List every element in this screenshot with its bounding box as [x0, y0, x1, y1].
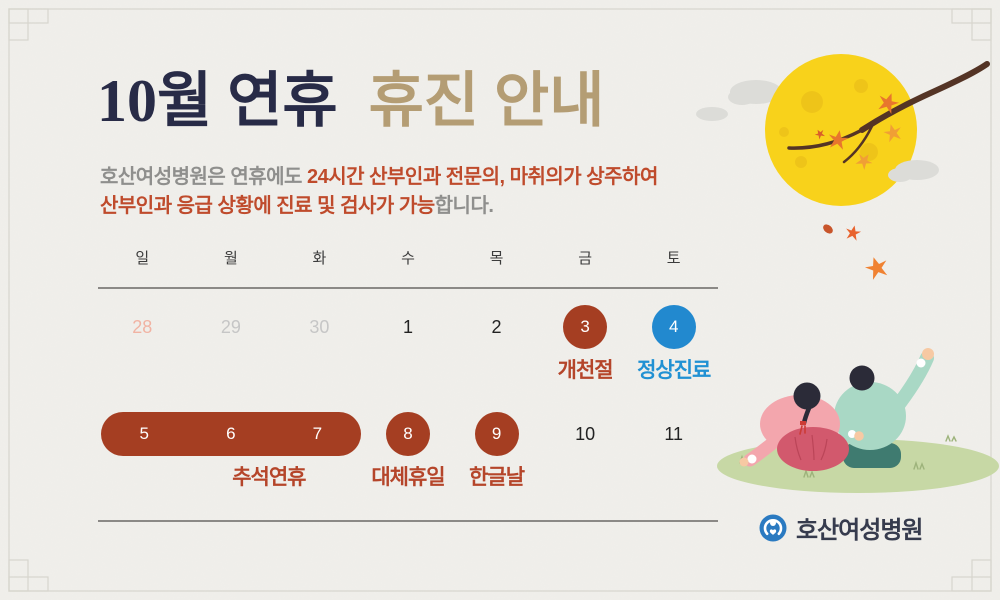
- weekday-sat: 토: [666, 250, 681, 267]
- calendar-day-1: 1: [402, 317, 413, 337]
- calendar-day-8-holiday: 8 대체휴일: [364, 412, 453, 489]
- corner-ornament: [8, 8, 49, 41]
- hospital-logo: 호산여성병원: [759, 510, 923, 545]
- subtitle-line2: 산부인과 응급 상황에 진료 및 검사가 가능합니다.: [100, 195, 494, 217]
- frame-border: [8, 8, 992, 592]
- calendar-day-6: 6: [226, 424, 236, 443]
- maple-leaf-icon: [813, 89, 904, 281]
- calendar-top-divider: [98, 287, 718, 289]
- cloud-icon: [696, 107, 728, 121]
- calendar-day-30: 30: [309, 317, 330, 337]
- holiday-circle: 9: [474, 412, 519, 456]
- calendar: 일 월 화 수 목 금 토 28 29 30 1 2 3 개천절 4 정상진료 …: [98, 244, 718, 522]
- cloud-icon: [728, 89, 756, 105]
- moon-illustration: [696, 54, 990, 281]
- calendar-day-11: 11: [664, 424, 684, 444]
- weekday-mon: 월: [223, 250, 238, 267]
- hospital-logo-icon: [759, 514, 787, 541]
- calendar-day-29: 29: [220, 317, 241, 337]
- calendar-day-5: 5: [139, 424, 150, 443]
- weekday-header: 일 월 화 수 목 금 토: [98, 244, 718, 274]
- maple-branch-illustration: [787, 61, 990, 164]
- holiday-label: 개천절: [557, 359, 614, 382]
- open-label: 정상진료: [637, 359, 711, 382]
- hospital-name: 호산여성병원: [796, 517, 923, 544]
- weekday-sun: 일: [135, 250, 150, 267]
- holiday-circle: 8: [385, 412, 430, 456]
- subtitle: 호산여성병원은 연휴에도 24시간 산부인과 전문의, 마취의가 상주하여 산부…: [100, 163, 658, 221]
- full-moon: [765, 54, 917, 206]
- calendar-day-28: 28: [132, 317, 153, 337]
- corner-ornament: [951, 8, 992, 41]
- weekday-tue: 화: [312, 250, 327, 267]
- cloud-icon: [888, 168, 912, 182]
- calendar-week1: 28 29 30 1 2 3 개천절 4 정상진료: [98, 305, 718, 382]
- holiday-circle: 3: [563, 305, 608, 349]
- title-notice: 휴진 안내: [368, 68, 605, 134]
- corner-ornament: [8, 559, 49, 592]
- weekday-wed: 수: [401, 250, 415, 267]
- open-circle: 4: [651, 305, 696, 349]
- calendar-day-10: 10: [575, 424, 596, 444]
- calendar-day-3-holiday: 3 개천절: [541, 305, 630, 382]
- page-title: 10월 연휴 휴진 안내: [97, 52, 604, 139]
- woman-figure: [739, 382, 864, 471]
- corner-ornament: [951, 559, 992, 592]
- chuseok-holiday-pill: 5 6 7: [101, 412, 361, 456]
- falling-leaf-icon: [823, 224, 833, 234]
- weekday-thu: 목: [489, 250, 504, 267]
- calendar-day-4-open: 4 정상진료: [629, 305, 718, 382]
- calendar-bottom-divider: [98, 520, 718, 522]
- weekday-fri: 금: [578, 250, 593, 267]
- calendar-day-7: 7: [312, 424, 323, 443]
- subtitle-line1: 호산여성병원은 연휴에도 24시간 산부인과 전문의, 마취의가 상주하여: [100, 166, 658, 188]
- holiday-label: 한글날: [469, 466, 525, 489]
- calendar-day-9-holiday: 9 한글날: [452, 412, 541, 489]
- hanbok-couple-illustration: [717, 348, 999, 493]
- holiday-label: 대체휴일: [371, 466, 445, 489]
- title-month: 10월 연휴: [97, 68, 338, 134]
- chuseok-pill-wrap: 5 6 7 추석연휴: [98, 412, 364, 489]
- calendar-week2: 5 6 7 추석연휴 8 대체휴일 9 한글날 10 11: [98, 412, 718, 489]
- chuseok-label: 추석연휴: [232, 466, 306, 489]
- calendar-day-2: 2: [491, 317, 502, 337]
